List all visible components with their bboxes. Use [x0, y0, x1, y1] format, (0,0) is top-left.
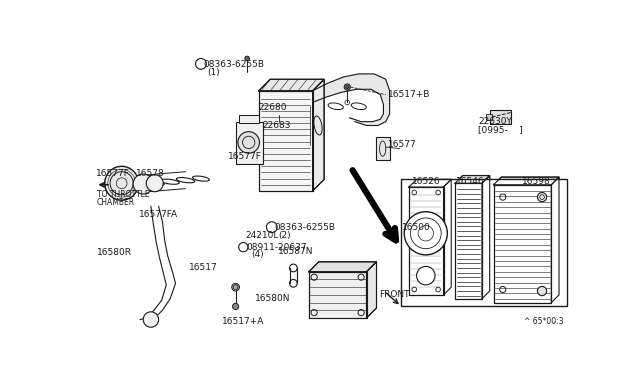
- Polygon shape: [259, 79, 324, 91]
- Circle shape: [538, 192, 547, 202]
- Circle shape: [346, 86, 349, 89]
- Polygon shape: [308, 262, 376, 272]
- Polygon shape: [455, 183, 482, 299]
- Text: (4): (4): [251, 250, 264, 259]
- Polygon shape: [409, 179, 451, 187]
- Text: 16580N: 16580N: [255, 294, 291, 303]
- Bar: [239, 115, 259, 123]
- Text: TO THROTTLE: TO THROTTLE: [97, 190, 150, 199]
- Text: 22630Y: 22630Y: [478, 117, 512, 126]
- Text: 16546: 16546: [456, 177, 484, 186]
- Polygon shape: [308, 272, 367, 318]
- Polygon shape: [312, 74, 390, 125]
- Text: 16526: 16526: [412, 177, 441, 186]
- Bar: [376, 137, 390, 160]
- Polygon shape: [493, 177, 559, 185]
- Text: 16517: 16517: [189, 263, 218, 272]
- Circle shape: [133, 174, 153, 194]
- Text: ^ 65*00:3: ^ 65*00:3: [524, 317, 564, 326]
- Text: 22683: 22683: [262, 121, 291, 130]
- Text: 16580R: 16580R: [97, 248, 132, 257]
- Circle shape: [404, 212, 447, 255]
- Text: 16577F: 16577F: [228, 152, 262, 161]
- Text: 16517+A: 16517+A: [222, 317, 264, 326]
- Polygon shape: [367, 262, 376, 318]
- Polygon shape: [455, 176, 490, 183]
- Bar: [236, 122, 262, 164]
- Text: 08363-6255B: 08363-6255B: [204, 60, 264, 69]
- Text: 16577: 16577: [388, 140, 417, 149]
- Bar: [486, 114, 492, 120]
- Text: 16598: 16598: [522, 177, 550, 186]
- Circle shape: [232, 283, 239, 291]
- Text: 16578: 16578: [136, 170, 164, 179]
- Polygon shape: [482, 176, 490, 299]
- Polygon shape: [551, 177, 559, 302]
- Text: 16577F: 16577F: [95, 170, 129, 179]
- Text: 16577FA: 16577FA: [140, 209, 179, 218]
- Text: (2): (2): [278, 231, 291, 240]
- Circle shape: [344, 84, 350, 90]
- Circle shape: [105, 166, 139, 200]
- Polygon shape: [409, 187, 444, 295]
- Circle shape: [147, 175, 163, 192]
- Text: 08911-20637: 08911-20637: [246, 243, 307, 251]
- Circle shape: [417, 266, 435, 285]
- Circle shape: [238, 132, 259, 153]
- Text: CHAMBER: CHAMBER: [97, 198, 135, 207]
- Circle shape: [245, 56, 250, 61]
- Text: 22680: 22680: [259, 103, 287, 112]
- Text: (1): (1): [207, 68, 220, 77]
- Polygon shape: [493, 185, 551, 302]
- Polygon shape: [259, 91, 312, 191]
- Text: FRONT: FRONT: [380, 291, 410, 299]
- Text: 16500: 16500: [402, 224, 431, 232]
- Text: 08363-6255B: 08363-6255B: [274, 224, 335, 232]
- Text: 16517+B: 16517+B: [388, 90, 431, 99]
- Polygon shape: [312, 79, 324, 191]
- Text: [0995-    ]: [0995- ]: [478, 125, 523, 134]
- Text: 24210L: 24210L: [246, 231, 279, 240]
- Bar: [490, 110, 511, 124]
- Bar: [401, 179, 566, 307]
- Circle shape: [538, 286, 547, 296]
- Polygon shape: [444, 179, 451, 295]
- Text: 16587N: 16587N: [278, 247, 314, 256]
- Circle shape: [232, 303, 239, 310]
- Circle shape: [143, 312, 159, 327]
